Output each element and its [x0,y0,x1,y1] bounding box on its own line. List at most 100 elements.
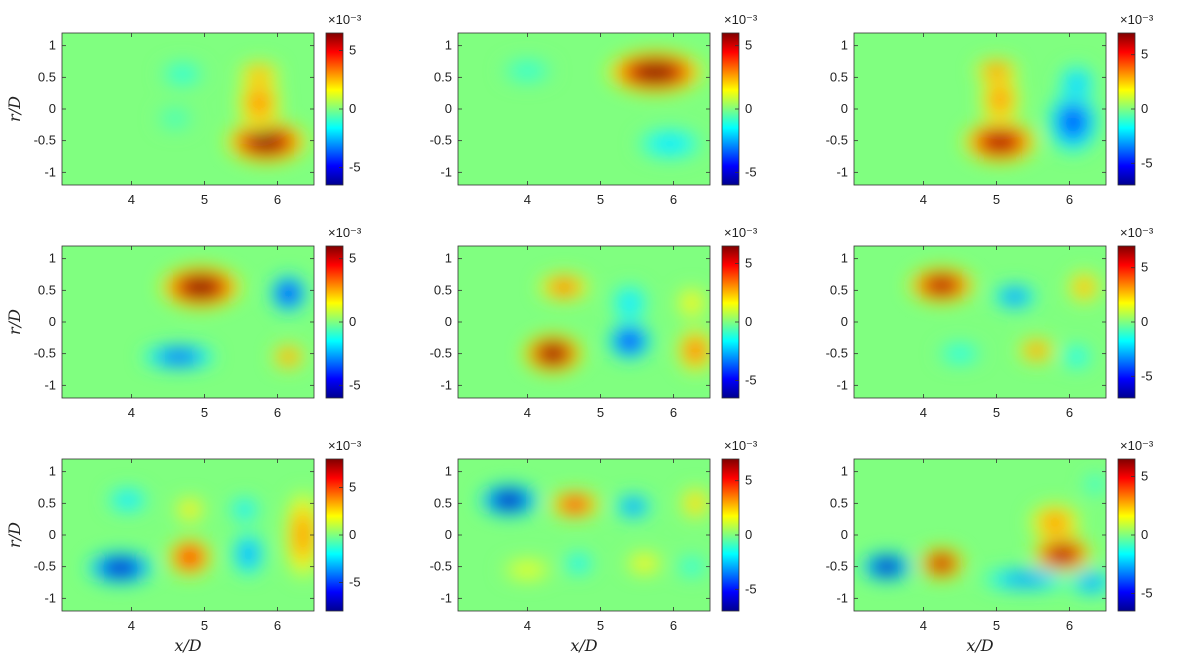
heatmap-background [458,459,710,611]
heatmap-blob [1042,513,1068,532]
x-tick-label: 6 [274,618,281,633]
x-tick-label: 6 [670,192,677,207]
colorbar-tick-label: 5 [349,480,356,495]
y-tick-label: 0.5 [830,282,848,297]
y-tick-label: 0.5 [830,495,848,510]
x-tick-label: 4 [128,192,135,207]
x-tick-label: 5 [993,405,1000,420]
heatmap-blob [688,495,703,511]
y-tick-label: -0.5 [34,346,56,361]
colorbar-scale-label: ×10⁻³ [328,225,362,240]
heatmap-blob [1004,573,1047,585]
x-tick-label: 5 [201,405,208,420]
y-tick-label: 0 [445,101,452,116]
y-tick-label: -1 [440,164,452,179]
y-tick-label: 0 [841,101,848,116]
heatmap-blob [684,561,699,573]
heatmap-blob [179,548,201,567]
heatmap-blob [166,112,184,125]
x-tick-label: 5 [993,618,1000,633]
colorbar-tick-label: 0 [349,314,356,329]
heatmap-blob [248,88,270,117]
heatmap-blob [538,344,567,363]
heatmap-blob [1060,106,1086,137]
y-tick-label: -1 [44,377,56,392]
heatmap-field [861,474,1106,596]
y-axis-label: r/D [5,309,24,335]
heatmap-blob [279,284,298,303]
panel-row3-col2: 4 5 6 1 0.5 0 -0.5 -1 5 0 -5 ×10⁻³ x/D [430,438,758,655]
y-tick-label: -1 [44,590,56,605]
y-tick-label: 0.5 [434,495,452,510]
y-tick-label: -1 [836,164,848,179]
heatmap-blob [931,555,953,572]
panel-row2-col3: 4 5 6 1 0.5 0 -0.5 -1 5 0 -5 ×10⁻³ [826,225,1154,420]
x-tick-label: 5 [201,618,208,633]
colorbar-scale-label: ×10⁻³ [1120,438,1154,453]
y-tick-label: 1 [49,38,56,53]
x-tick-label: 4 [524,192,531,207]
x-axis-label: x/D [570,636,597,655]
heatmap-blob [240,543,256,565]
colorbar-tick-label: -5 [1141,368,1153,383]
y-tick-label: -0.5 [826,346,848,361]
heatmap-blob [161,350,197,363]
y-tick-label: -0.5 [430,559,452,574]
x-tick-label: 4 [524,405,531,420]
x-tick-label: 5 [597,192,604,207]
colorbar-tick-label: 0 [1141,101,1148,116]
heatmap-blob [949,348,971,360]
colorbar-scale-label: ×10⁻³ [724,12,758,27]
y-tick-label: 1 [841,38,848,53]
heatmap-blob [182,503,197,516]
heatmap-blob [1068,74,1086,93]
y-tick-label: -0.5 [826,559,848,574]
colorbar-scale-label: ×10⁻³ [328,12,362,27]
heatmap-field [523,273,710,373]
colorbar-tick-label: 0 [1141,314,1148,329]
colorbar-scale-label: ×10⁻³ [1120,225,1154,240]
y-tick-label: -0.5 [34,133,56,148]
colorbar-tick-label: -5 [745,372,757,387]
heatmap-blob [925,276,958,294]
heatmap-blob [117,494,138,507]
y-tick-label: 1 [445,38,452,53]
y-tick-label: 1 [841,464,848,479]
heatmap-blob [551,280,577,294]
heatmap-blob [495,492,524,508]
y-tick-label: -0.5 [430,133,452,148]
heatmap-background [458,246,710,398]
y-tick-label: 0 [49,101,56,116]
colorbar-tick-label: 5 [745,38,752,53]
heatmap-field [142,266,307,370]
heatmap-field [501,51,703,160]
colorbar-tick-label: -5 [745,164,757,179]
y-tick-label: 0 [49,527,56,542]
x-tick-label: 5 [993,192,1000,207]
panel-row2-col2: 4 5 6 1 0.5 0 -0.5 -1 5 0 -5 ×10⁻³ [430,225,758,420]
y-axis-label: r/D [5,522,24,548]
y-axis-label: r/D [5,96,24,122]
panel-row3-col1: 4 5 6 1 0.5 0 -0.5 -1 5 0 -5 ×10⁻³ r/D x/D [5,438,362,655]
y-tick-label: 1 [49,464,56,479]
colorbar-tick-label: 0 [349,527,356,542]
x-tick-label: 6 [1066,405,1073,420]
heatmap-blob [684,295,699,311]
heatmap-blob [172,68,194,81]
y-tick-label: 1 [49,251,56,266]
heatmap-blob [1027,344,1046,357]
y-tick-label: 0.5 [830,69,848,84]
heatmap-blob [874,559,900,574]
heatmap-blob [247,131,286,152]
heatmap-field [87,487,314,584]
heatmap-blob [1080,576,1102,589]
colorbar-scale-label: ×10⁻³ [328,438,362,453]
heatmap-blob [181,277,221,298]
colorbar-tick-label: 5 [745,473,752,488]
heatmap-background [62,459,314,611]
x-tick-label: 5 [201,192,208,207]
colorbar-tick-label: 5 [1141,469,1148,484]
colorbar-tick-label: 5 [1141,47,1148,62]
heatmap-field [908,267,1101,370]
y-tick-label: -1 [836,590,848,605]
